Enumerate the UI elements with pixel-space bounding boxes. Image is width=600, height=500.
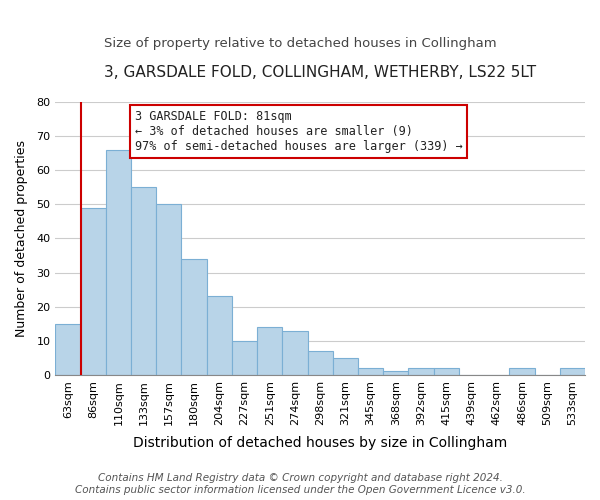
Y-axis label: Number of detached properties: Number of detached properties [15, 140, 28, 337]
Text: Size of property relative to detached houses in Collingham: Size of property relative to detached ho… [104, 38, 496, 51]
Bar [232, 341, 257, 375]
Bar [509, 368, 535, 375]
Bar [308, 351, 333, 375]
Bar [206, 296, 232, 375]
Bar [55, 324, 80, 375]
Bar [358, 368, 383, 375]
Bar [383, 372, 409, 375]
Title: 3, GARSDALE FOLD, COLLINGHAM, WETHERBY, LS22 5LT: 3, GARSDALE FOLD, COLLINGHAM, WETHERBY, … [104, 65, 536, 80]
Bar [333, 358, 358, 375]
Bar [560, 368, 585, 375]
Bar [106, 150, 131, 375]
Bar [80, 208, 106, 375]
Bar [181, 259, 206, 375]
Bar [131, 188, 156, 375]
Bar [156, 204, 181, 375]
Text: 3 GARSDALE FOLD: 81sqm
← 3% of detached houses are smaller (9)
97% of semi-detac: 3 GARSDALE FOLD: 81sqm ← 3% of detached … [135, 110, 463, 153]
Bar [434, 368, 459, 375]
Bar [257, 327, 283, 375]
Bar [283, 330, 308, 375]
X-axis label: Distribution of detached houses by size in Collingham: Distribution of detached houses by size … [133, 436, 507, 450]
Text: Contains HM Land Registry data © Crown copyright and database right 2024.
Contai: Contains HM Land Registry data © Crown c… [74, 474, 526, 495]
Bar [409, 368, 434, 375]
